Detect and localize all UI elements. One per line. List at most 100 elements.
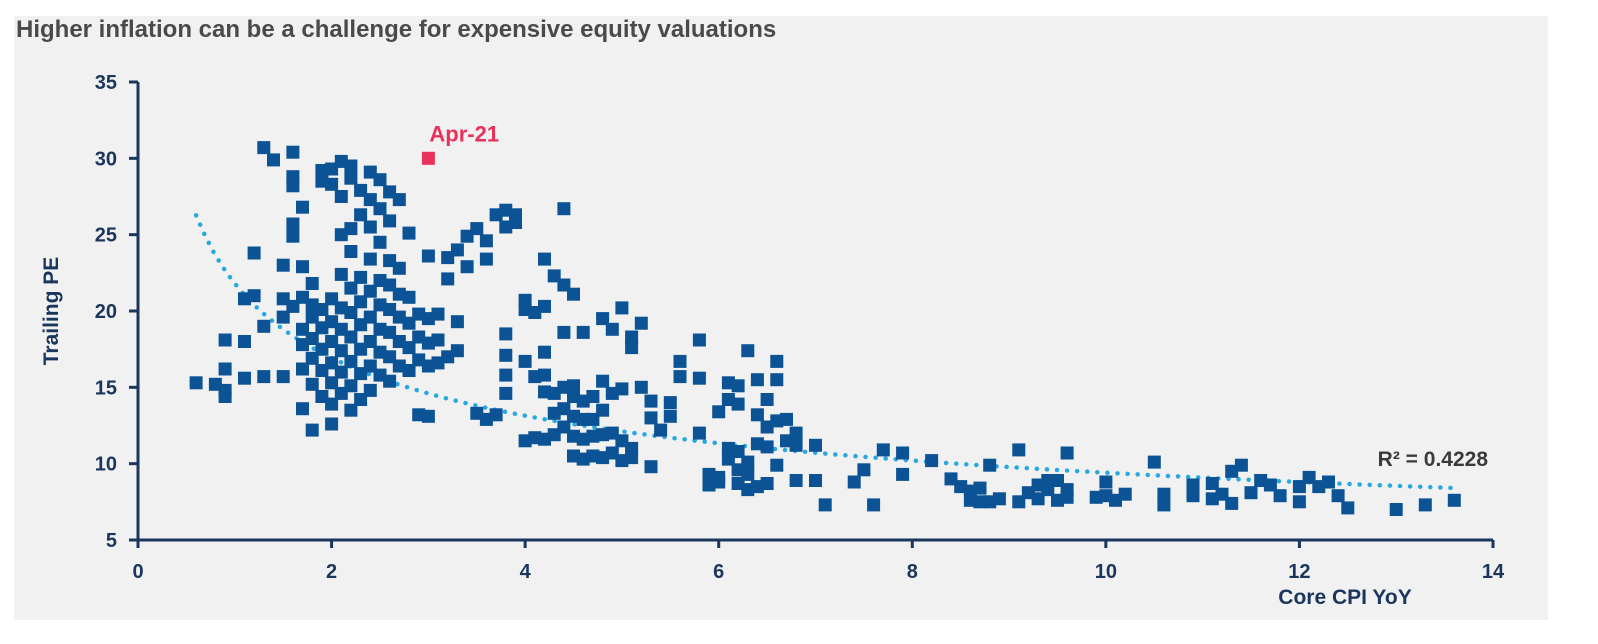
data-point xyxy=(692,333,706,347)
x-tick-label: 12 xyxy=(1288,561,1310,583)
data-point xyxy=(373,235,387,249)
data-point xyxy=(363,284,377,298)
data-point xyxy=(305,332,319,345)
data-point xyxy=(1157,498,1171,512)
data-point xyxy=(1147,455,1161,469)
data-point xyxy=(402,364,416,377)
data-point xyxy=(876,443,890,457)
data-point xyxy=(1263,478,1277,492)
data-point xyxy=(450,315,464,329)
data-point xyxy=(741,455,755,469)
data-point xyxy=(344,354,358,368)
data-point xyxy=(344,171,358,185)
data-point xyxy=(363,335,377,348)
data-point xyxy=(305,423,319,437)
data-point xyxy=(402,226,416,240)
data-point xyxy=(218,390,232,403)
x-tick-label: 6 xyxy=(713,561,724,583)
data-point xyxy=(296,260,309,274)
data-point xyxy=(344,281,358,295)
data-point xyxy=(344,245,358,258)
chart-panel xyxy=(14,16,1548,620)
data-point xyxy=(673,370,687,384)
data-point xyxy=(247,246,261,260)
data-point xyxy=(1205,477,1219,490)
data-point xyxy=(538,345,551,359)
data-point xyxy=(760,440,774,454)
data-point xyxy=(818,498,832,512)
data-point xyxy=(257,319,271,333)
y-tick-label: 20 xyxy=(95,301,117,323)
data-point xyxy=(518,354,532,368)
data-point xyxy=(402,341,416,355)
data-point xyxy=(538,299,551,313)
data-point xyxy=(770,373,784,387)
data-point xyxy=(238,335,251,348)
data-point xyxy=(770,354,784,368)
data-point xyxy=(896,467,910,481)
x-tick-label: 10 xyxy=(1095,561,1117,583)
trendline xyxy=(193,213,1457,491)
data-point xyxy=(625,341,639,355)
data-point xyxy=(654,423,668,437)
data-point xyxy=(663,409,677,423)
data-point xyxy=(925,454,939,468)
data-point xyxy=(325,397,339,411)
data-point xyxy=(276,258,290,272)
data-point xyxy=(847,475,861,489)
data-point xyxy=(286,217,300,231)
x-tick-label: 2 xyxy=(326,561,337,583)
data-point xyxy=(789,426,803,440)
data-point xyxy=(615,301,629,315)
data-point xyxy=(750,373,764,387)
data-point xyxy=(1099,475,1113,489)
data-point xyxy=(634,380,648,394)
y-tick-label: 30 xyxy=(95,148,117,170)
data-point xyxy=(325,177,339,191)
data-point xyxy=(383,214,397,228)
y-tick-label: 5 xyxy=(106,530,117,552)
data-point xyxy=(1322,475,1335,489)
data-point xyxy=(983,458,997,472)
x-tick-label: 0 xyxy=(132,561,143,583)
data-point xyxy=(402,290,416,304)
data-point xyxy=(1157,487,1171,501)
data-point xyxy=(354,270,368,284)
data-point xyxy=(450,344,464,358)
data-point xyxy=(992,492,1006,506)
highlight-layer xyxy=(421,151,435,165)
data-point xyxy=(325,376,339,390)
x-tick-label: 14 xyxy=(1482,561,1505,583)
data-point xyxy=(770,458,784,472)
data-point xyxy=(267,153,280,167)
data-point xyxy=(470,222,484,236)
points-layer xyxy=(189,141,1461,516)
data-point xyxy=(567,287,580,301)
data-point xyxy=(1292,495,1306,509)
data-point xyxy=(499,386,513,400)
data-point xyxy=(538,252,551,266)
data-point xyxy=(673,354,687,368)
x-tick-label: 4 xyxy=(520,561,532,583)
data-point xyxy=(344,403,358,417)
data-point xyxy=(334,365,348,379)
data-point xyxy=(489,408,503,422)
data-point xyxy=(644,394,658,408)
data-point xyxy=(1060,483,1074,497)
data-point xyxy=(1341,501,1355,515)
y-tick-label: 35 xyxy=(95,72,117,94)
data-point xyxy=(760,393,774,406)
data-point xyxy=(1118,487,1132,501)
data-point xyxy=(1234,458,1248,472)
data-point xyxy=(305,377,319,391)
data-point xyxy=(809,438,822,452)
data-point xyxy=(692,426,706,440)
data-point xyxy=(625,441,639,455)
data-point xyxy=(789,438,803,452)
data-point xyxy=(809,474,822,487)
highlight-point xyxy=(421,151,435,165)
highlight-label: Apr-21 xyxy=(429,121,499,146)
data-point xyxy=(373,173,387,187)
data-point xyxy=(441,272,455,286)
data-point xyxy=(499,368,513,382)
